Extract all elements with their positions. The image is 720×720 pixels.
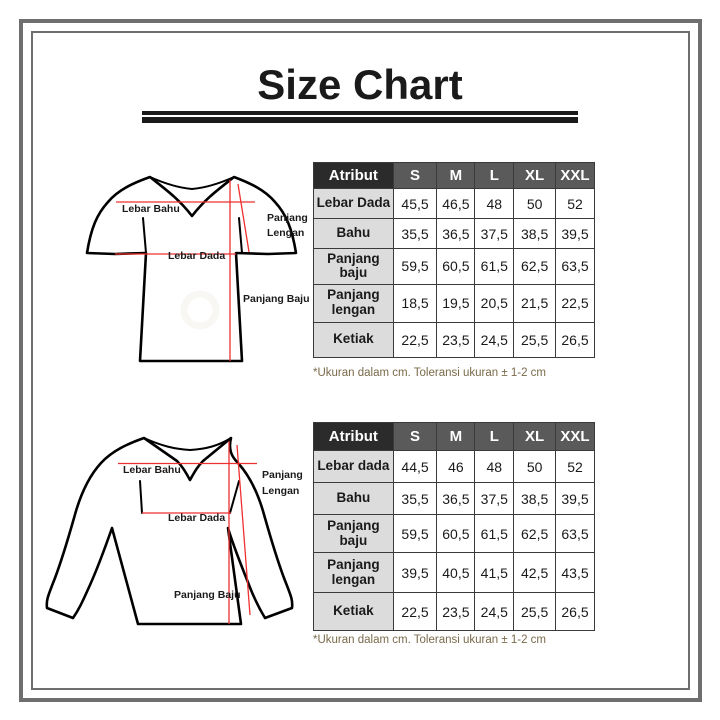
svg-text:Lebar Bahu: Lebar Bahu bbox=[123, 464, 181, 476]
svg-text:Lebar Dada: Lebar Dada bbox=[168, 512, 225, 524]
svg-text:Panjang Baju: Panjang Baju bbox=[174, 589, 241, 601]
svg-text:Panjang: Panjang bbox=[262, 469, 303, 481]
svg-text:Lengan: Lengan bbox=[262, 485, 299, 497]
